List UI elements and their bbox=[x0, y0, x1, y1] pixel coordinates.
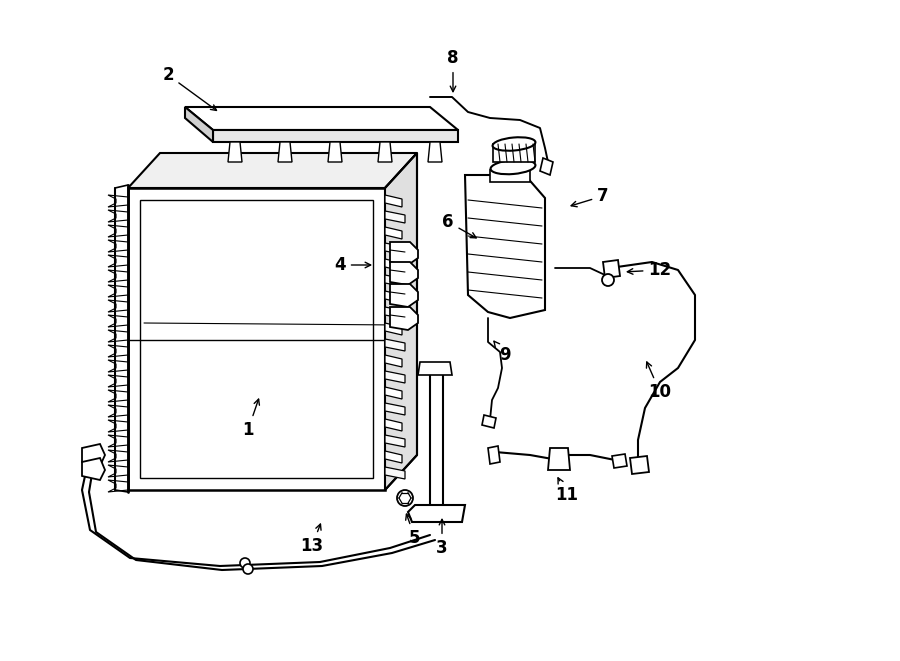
Polygon shape bbox=[378, 142, 392, 162]
Polygon shape bbox=[108, 465, 128, 477]
Circle shape bbox=[397, 490, 413, 506]
Polygon shape bbox=[385, 153, 417, 490]
Text: 1: 1 bbox=[242, 399, 259, 439]
Polygon shape bbox=[108, 390, 128, 402]
Polygon shape bbox=[385, 355, 402, 367]
Polygon shape bbox=[385, 387, 402, 399]
Polygon shape bbox=[108, 270, 128, 282]
Polygon shape bbox=[385, 307, 405, 319]
Polygon shape bbox=[418, 362, 452, 375]
Polygon shape bbox=[108, 480, 128, 492]
Polygon shape bbox=[108, 405, 128, 417]
Polygon shape bbox=[108, 225, 128, 237]
Polygon shape bbox=[630, 456, 649, 474]
Text: 13: 13 bbox=[301, 524, 324, 555]
Polygon shape bbox=[185, 107, 458, 130]
Text: 12: 12 bbox=[627, 261, 671, 279]
Polygon shape bbox=[128, 153, 417, 188]
Polygon shape bbox=[385, 435, 405, 447]
Polygon shape bbox=[385, 323, 402, 335]
Text: 9: 9 bbox=[494, 341, 511, 364]
Circle shape bbox=[240, 558, 250, 568]
Polygon shape bbox=[385, 403, 405, 415]
Ellipse shape bbox=[492, 137, 536, 151]
Polygon shape bbox=[328, 142, 342, 162]
Polygon shape bbox=[428, 142, 442, 162]
Polygon shape bbox=[488, 446, 500, 464]
Polygon shape bbox=[390, 242, 418, 265]
Polygon shape bbox=[108, 285, 128, 297]
Polygon shape bbox=[228, 142, 242, 162]
Polygon shape bbox=[385, 211, 405, 223]
Polygon shape bbox=[408, 505, 465, 522]
Text: 7: 7 bbox=[572, 187, 608, 207]
Text: 8: 8 bbox=[447, 49, 459, 92]
Text: 2: 2 bbox=[162, 66, 217, 110]
Polygon shape bbox=[385, 227, 402, 239]
Polygon shape bbox=[108, 210, 128, 222]
Polygon shape bbox=[390, 284, 418, 307]
Polygon shape bbox=[548, 448, 570, 470]
Text: 3: 3 bbox=[436, 520, 448, 557]
Polygon shape bbox=[185, 107, 213, 142]
Text: 5: 5 bbox=[406, 514, 421, 547]
Polygon shape bbox=[108, 450, 128, 462]
Polygon shape bbox=[108, 330, 128, 342]
Polygon shape bbox=[385, 259, 402, 271]
Text: 11: 11 bbox=[555, 478, 579, 504]
Polygon shape bbox=[108, 240, 128, 252]
Polygon shape bbox=[385, 451, 402, 463]
Polygon shape bbox=[465, 175, 545, 318]
Polygon shape bbox=[385, 195, 402, 207]
Polygon shape bbox=[490, 170, 530, 182]
Polygon shape bbox=[108, 420, 128, 432]
Circle shape bbox=[243, 564, 253, 574]
Polygon shape bbox=[385, 371, 405, 383]
Text: 6: 6 bbox=[442, 213, 476, 238]
Circle shape bbox=[602, 274, 614, 286]
Polygon shape bbox=[108, 345, 128, 357]
Polygon shape bbox=[385, 339, 405, 351]
Polygon shape bbox=[385, 291, 402, 303]
Polygon shape bbox=[390, 262, 418, 285]
Text: 10: 10 bbox=[646, 362, 671, 401]
Polygon shape bbox=[128, 188, 385, 490]
Polygon shape bbox=[108, 315, 128, 327]
Polygon shape bbox=[493, 144, 535, 162]
Text: 4: 4 bbox=[334, 256, 371, 274]
Polygon shape bbox=[385, 243, 405, 255]
Polygon shape bbox=[82, 458, 105, 480]
Polygon shape bbox=[385, 419, 402, 431]
Polygon shape bbox=[278, 142, 292, 162]
Polygon shape bbox=[108, 300, 128, 312]
Polygon shape bbox=[108, 360, 128, 372]
Polygon shape bbox=[390, 307, 418, 330]
Polygon shape bbox=[603, 260, 620, 278]
Polygon shape bbox=[108, 255, 128, 267]
Polygon shape bbox=[482, 415, 496, 428]
Polygon shape bbox=[213, 130, 458, 142]
Ellipse shape bbox=[491, 160, 536, 175]
Polygon shape bbox=[430, 368, 443, 508]
Polygon shape bbox=[612, 454, 627, 468]
Polygon shape bbox=[108, 435, 128, 447]
Polygon shape bbox=[385, 275, 405, 287]
Polygon shape bbox=[385, 467, 405, 479]
Polygon shape bbox=[108, 375, 128, 387]
Polygon shape bbox=[540, 158, 553, 175]
Polygon shape bbox=[82, 444, 105, 466]
Polygon shape bbox=[108, 195, 128, 207]
